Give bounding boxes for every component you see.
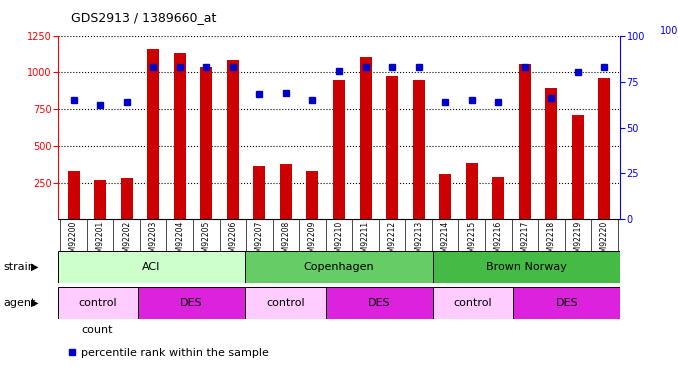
Text: ▶: ▶ <box>31 262 39 272</box>
Bar <box>147 49 159 219</box>
Text: control: control <box>79 298 117 308</box>
Bar <box>386 76 398 219</box>
Bar <box>68 171 79 219</box>
Text: count: count <box>81 325 113 335</box>
Bar <box>439 174 451 219</box>
Bar <box>433 287 513 319</box>
Bar <box>58 251 245 283</box>
Bar <box>325 287 433 319</box>
Bar <box>513 287 620 319</box>
Bar <box>138 287 245 319</box>
Text: DES: DES <box>180 298 203 308</box>
Bar <box>466 163 478 219</box>
Text: DES: DES <box>555 298 578 308</box>
Text: control: control <box>454 298 492 308</box>
Text: agent: agent <box>3 298 36 308</box>
Bar <box>245 251 433 283</box>
Text: control: control <box>266 298 304 308</box>
Bar <box>280 164 292 219</box>
Text: 100%: 100% <box>660 26 678 36</box>
Text: percentile rank within the sample: percentile rank within the sample <box>81 348 269 357</box>
Bar <box>333 81 345 219</box>
Bar <box>413 80 424 219</box>
Bar <box>519 63 531 219</box>
Bar <box>492 177 504 219</box>
Bar <box>599 78 610 219</box>
Bar <box>227 60 239 219</box>
Bar <box>545 88 557 219</box>
Text: ACI: ACI <box>142 262 161 272</box>
Text: ▶: ▶ <box>31 298 39 308</box>
Bar <box>254 166 265 219</box>
Bar <box>94 180 106 219</box>
Bar <box>58 287 138 319</box>
Text: Brown Norway: Brown Norway <box>486 262 567 272</box>
Bar <box>245 287 325 319</box>
Bar <box>572 115 584 219</box>
Text: Copenhagen: Copenhagen <box>304 262 374 272</box>
Bar <box>200 67 212 219</box>
Bar <box>306 171 319 219</box>
Text: strain: strain <box>3 262 35 272</box>
Bar <box>359 57 372 219</box>
Text: GDS2913 / 1389660_at: GDS2913 / 1389660_at <box>71 11 216 24</box>
Bar <box>433 251 620 283</box>
Bar <box>121 178 133 219</box>
Text: DES: DES <box>368 298 391 308</box>
Bar <box>174 53 186 219</box>
